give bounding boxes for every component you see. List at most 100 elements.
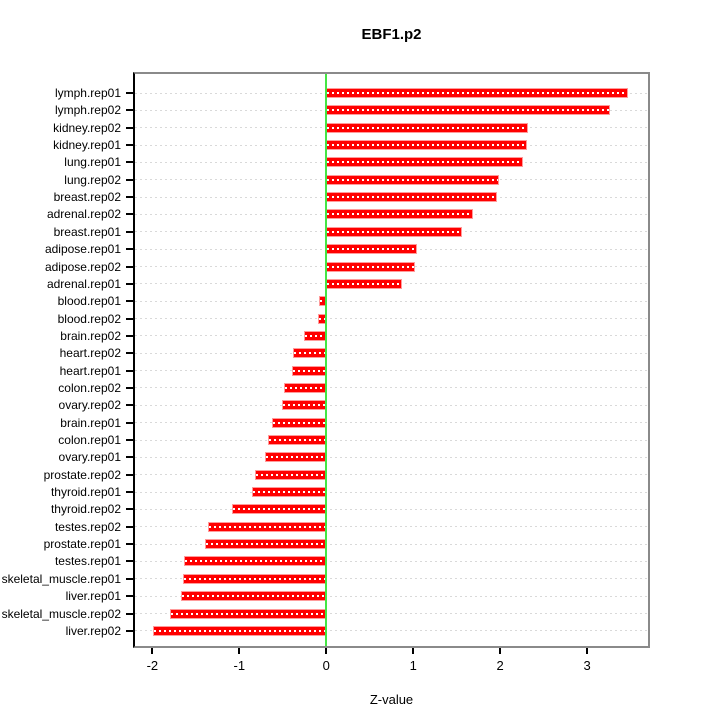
bar: [181, 591, 327, 602]
x-axis-tick-label: 1: [409, 658, 417, 673]
y-axis-label: blood.rep02: [57, 311, 121, 326]
bar-dash-pattern: [327, 213, 473, 216]
x-axis-tick-label: 3: [583, 658, 591, 673]
y-axis-label: thyroid.rep01: [50, 485, 121, 500]
bar-dash-pattern: [327, 178, 499, 181]
y-axis-tick: [126, 560, 133, 563]
y-axis-label: kidney.rep02: [53, 120, 121, 135]
bar: [231, 504, 327, 515]
bar: [326, 226, 462, 237]
y-axis-label: testes.rep01: [54, 554, 121, 569]
bar: [291, 365, 327, 376]
y-axis-tick: [126, 386, 133, 389]
row-gridline: [135, 404, 648, 406]
bar: [326, 88, 628, 98]
y-axis-tick: [126, 369, 133, 372]
y-axis-label: kidney.rep01: [53, 138, 121, 153]
y-axis-label: colon.rep02: [58, 380, 121, 395]
bar: [272, 417, 327, 428]
y-axis-label: skeletal_muscle.rep01: [1, 571, 121, 586]
y-axis-label: prostate.rep01: [43, 537, 121, 552]
y-axis-tick: [126, 421, 133, 424]
bar: [281, 400, 327, 411]
row-gridline: [135, 352, 648, 354]
y-axis-tick: [126, 577, 133, 580]
row-gridline: [135, 474, 648, 476]
bar-dash-pattern: [273, 421, 326, 424]
y-axis-tick: [126, 473, 133, 476]
bar-dash-pattern: [206, 543, 326, 546]
bar-dash-pattern: [327, 265, 414, 268]
bar-dash-pattern: [183, 577, 326, 580]
zero-reference-line: [325, 74, 328, 646]
row-gridline: [135, 630, 648, 632]
y-axis-label: adrenal.rep02: [46, 207, 121, 222]
bar: [283, 382, 327, 393]
y-axis-tick: [126, 439, 133, 441]
y-axis-tick: [126, 317, 133, 320]
bar-dash-pattern: [253, 491, 326, 494]
bar: [205, 539, 327, 550]
y-axis-tick: [126, 508, 133, 511]
bar: [326, 105, 610, 116]
row-gridline: [135, 508, 648, 510]
bar-dash-pattern: [266, 456, 326, 459]
bar: [265, 452, 327, 463]
row-gridline: [135, 439, 648, 441]
x-axis-tick: [151, 648, 154, 654]
y-axis-label: breast.rep01: [53, 224, 121, 239]
bar-dash-pattern: [327, 144, 527, 147]
bar-dash-pattern: [170, 612, 326, 615]
bar: [208, 521, 327, 532]
plot-area: lymph.rep01 lymph.rep02 kidney.rep02 kidney…: [2, 72, 650, 673]
bar-dash-pattern: [320, 300, 326, 303]
y-axis-tick: [126, 404, 133, 407]
bar-dash-pattern: [319, 317, 326, 320]
y-axis-label: brain.rep01: [60, 415, 121, 430]
y-axis-tick: [126, 178, 133, 181]
bar-dash-pattern: [284, 386, 326, 389]
bar: [153, 625, 327, 636]
y-axis-label: liver.rep01: [65, 589, 121, 604]
y-axis-label: liver.rep02: [65, 623, 121, 638]
bar: [326, 278, 402, 289]
row-gridline: [135, 456, 648, 458]
bar-dash-pattern: [209, 525, 326, 528]
row-gridline: [135, 491, 648, 493]
bar-dash-pattern: [327, 92, 627, 94]
y-axis-label: adipose.rep02: [44, 259, 121, 274]
x-axis-tick-label: -1: [233, 658, 246, 673]
row-gridline: [135, 560, 648, 562]
row-gridline: [135, 300, 648, 302]
bar: [169, 608, 327, 619]
row-gridline: [135, 595, 648, 597]
bar-dash-pattern: [327, 161, 522, 164]
bar-dash-pattern: [292, 369, 326, 372]
y-axis-tick: [126, 109, 133, 112]
y-axis-tick: [126, 456, 133, 459]
x-axis-tick-label: -2: [146, 658, 159, 673]
y-axis-tick: [126, 213, 133, 216]
y-axis-label: blood.rep01: [57, 294, 121, 309]
y-axis-label: lung.rep02: [64, 172, 121, 187]
y-axis-tick: [126, 352, 133, 355]
bar: [326, 261, 415, 272]
y-axis-tick: [126, 612, 133, 615]
bar-dash-pattern: [327, 196, 496, 199]
y-axis-label: lymph.rep02: [54, 103, 121, 118]
y-axis-label: lung.rep01: [64, 155, 121, 170]
row-gridline: [135, 613, 648, 614]
bar-dash-pattern: [327, 109, 609, 112]
x-axis-tick: [325, 648, 328, 654]
y-axis-tick: [126, 334, 133, 337]
y-axis-label: adipose.rep01: [44, 242, 121, 257]
x-axis-label: Z-value: [369, 692, 414, 707]
x-axis-tick: [586, 648, 589, 654]
y-axis-label: colon.rep01: [58, 433, 121, 447]
y-axis-label: brain.rep02: [60, 328, 121, 343]
bar: [303, 330, 327, 341]
bar: [268, 435, 327, 445]
y-axis-tick: [126, 248, 133, 251]
bar: [293, 348, 327, 359]
